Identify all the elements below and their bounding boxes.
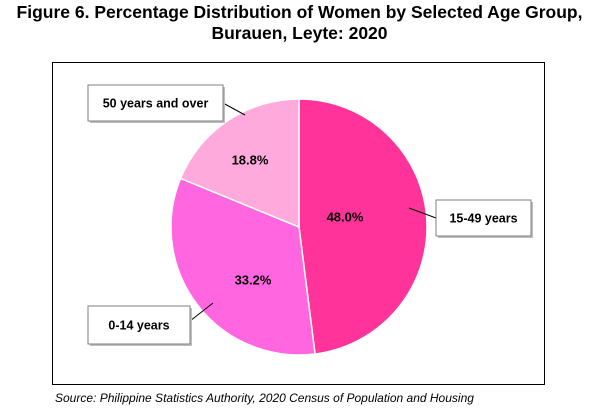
slice-value-label: 33.2% [235, 272, 272, 287]
pie-slice-0-14-years [170, 177, 316, 356]
callout-box [87, 305, 191, 345]
slice-value-label: 48.0% [327, 209, 364, 224]
category-label: 15-49 years [449, 211, 517, 225]
chart-title: Figure 6. Percentage Distribution of Wom… [0, 2, 599, 44]
pie-slices [170, 98, 428, 356]
source-note: Source: Philippine Statistics Authority,… [55, 391, 474, 405]
callout-box [87, 84, 224, 122]
pie-slice-15-49-years [298, 98, 428, 355]
slice-value-label: 18.8% [232, 152, 269, 167]
callout-box [435, 199, 532, 237]
pie-chart: 48.0% 33.2% 18.8% 15-49 years 0-14 years 50 y… [87, 84, 533, 356]
chart-title-line-1: Figure 6. Percentage Distribution of Wom… [16, 2, 583, 22]
pie-slice-50-years-and-over [179, 98, 300, 229]
chart-title-line-2: Burauen, Leyte: 2020 [211, 23, 388, 43]
callout-leader-line [408, 207, 437, 219]
chart-area: 48.0% 33.2% 18.8% 15-49 years 0-14 years 50 y… [52, 62, 545, 385]
category-label: 50 years and over [103, 96, 209, 110]
category-label: 0-14 years [108, 318, 169, 332]
callout-leader-line [189, 302, 214, 322]
callout-leader-line [222, 102, 246, 116]
